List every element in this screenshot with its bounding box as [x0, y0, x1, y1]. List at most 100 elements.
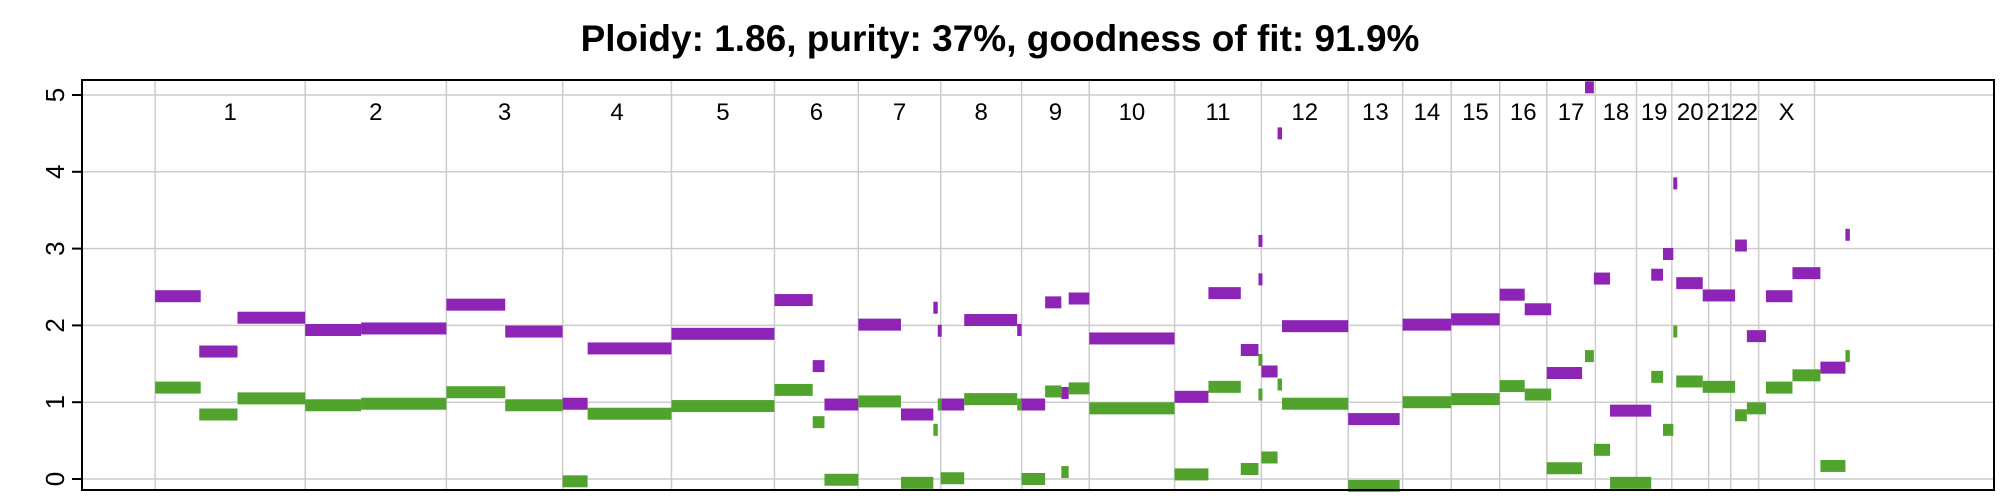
copy-number-segment — [1765, 381, 1793, 394]
copy-number-segment — [1061, 466, 1069, 479]
chromosome-label: 8 — [974, 99, 987, 126]
copy-number-segment — [1673, 177, 1678, 190]
copy-number-segment — [1820, 459, 1846, 472]
chromosome-label: 3 — [498, 99, 511, 126]
copy-number-segment — [1061, 386, 1069, 399]
chromosome-label: 6 — [810, 99, 823, 126]
copy-number-segment — [1451, 313, 1500, 326]
copy-number-segment — [1524, 388, 1552, 401]
copy-number-segment — [933, 423, 938, 436]
copy-number-segment — [1348, 479, 1400, 492]
copy-number-segment — [1546, 462, 1583, 475]
copy-number-segment — [562, 475, 588, 488]
copy-number-segment — [1499, 380, 1525, 393]
chromosome-label: 1 — [223, 99, 236, 126]
copy-number-segment — [155, 290, 201, 303]
copy-number-segment — [774, 294, 813, 307]
copy-number-segment — [1451, 393, 1500, 406]
y-tick-label: 2 — [40, 318, 70, 332]
copy-number-segment — [587, 342, 672, 355]
copy-number-segment — [1281, 397, 1349, 410]
copy-number-segment — [587, 407, 672, 420]
copy-number-segment — [1765, 290, 1793, 303]
chromosome-label: 9 — [1049, 99, 1062, 126]
copy-number-segment — [1792, 369, 1821, 382]
copy-number-segment — [1735, 409, 1747, 422]
copy-number-segment — [1021, 473, 1046, 485]
copy-number-segment — [1651, 370, 1664, 383]
copy-number-segment — [964, 393, 1018, 406]
copy-number-segment — [1240, 343, 1259, 356]
copy-number-segment — [1676, 277, 1703, 290]
copy-number-segment — [1593, 272, 1611, 285]
copy-number-segment — [1676, 375, 1703, 388]
chromosome-label: 13 — [1362, 99, 1389, 126]
copy-number-segment — [671, 327, 775, 340]
copy-number-segment — [237, 392, 306, 405]
copy-number-segment — [1240, 463, 1259, 476]
copy-number-segment — [1258, 388, 1263, 401]
copy-number-segment — [1593, 443, 1611, 456]
copy-number-segment — [1845, 228, 1850, 241]
copy-number-segment — [937, 398, 942, 411]
chromosome-label: 16 — [1510, 99, 1537, 126]
copy-number-segment — [505, 399, 563, 412]
chromosome-label: 20 — [1677, 99, 1704, 126]
copy-number-segment — [671, 400, 775, 413]
chromosome-label: 19 — [1641, 99, 1668, 126]
copy-number-segment — [1017, 398, 1022, 411]
copy-number-segment — [155, 381, 201, 394]
copy-number-segment — [774, 383, 813, 396]
chart-title: Ploidy: 1.86, purity: 37%, goodness of f… — [580, 18, 1420, 59]
copy-number-segment — [900, 476, 934, 489]
copy-number-segment — [1174, 390, 1209, 403]
grid-lines — [82, 80, 1994, 490]
copy-number-segment — [1258, 353, 1263, 366]
copy-number-segment — [933, 301, 938, 314]
copy-number-segment — [1045, 296, 1062, 309]
copy-number-segment — [1174, 468, 1209, 481]
copy-number-segment — [199, 345, 238, 358]
copy-number-segment — [1820, 361, 1846, 374]
copy-number-segment — [446, 386, 506, 399]
copy-number-segment — [1585, 350, 1594, 363]
copy-number-segment — [1524, 303, 1552, 316]
copy-number-segment — [446, 298, 506, 311]
copy-number-segment — [1348, 413, 1400, 426]
copy-number-segment — [964, 314, 1018, 327]
chromosome-label: 15 — [1462, 99, 1489, 126]
y-tick-label: 3 — [40, 241, 70, 255]
copy-number-segment — [1845, 350, 1850, 363]
copy-number-segment — [1089, 332, 1175, 345]
chromosome-label: 14 — [1414, 99, 1441, 126]
copy-number-segment — [1068, 292, 1090, 305]
copy-number-segment — [1021, 398, 1046, 411]
plot-frame — [81, 79, 1995, 491]
chromosome-label: 17 — [1558, 99, 1585, 126]
copy-number-segment — [940, 398, 965, 411]
copy-number-segment — [361, 322, 447, 335]
copy-number-segment — [1702, 289, 1736, 302]
copy-number-segment — [237, 311, 306, 324]
copy-number-segment — [824, 473, 859, 486]
copy-number-segment — [1277, 127, 1282, 140]
chromosome-label: 11 — [1206, 99, 1231, 126]
copy-number-segment — [900, 408, 934, 421]
copy-number-segment — [1499, 288, 1525, 301]
copy-number-segment — [1068, 382, 1090, 395]
copy-number-segment — [1546, 367, 1583, 380]
chromosome-label: 12 — [1291, 99, 1318, 126]
chromosome-label: 5 — [716, 99, 729, 126]
copy-number-segment — [1663, 423, 1674, 436]
segments — [155, 81, 1850, 492]
copy-number-segment — [1651, 268, 1664, 281]
copy-number-segment — [1792, 267, 1821, 280]
copy-number-segment — [305, 399, 362, 412]
y-tick-label: 4 — [40, 165, 70, 179]
chromosome-label: X — [1779, 99, 1795, 126]
chromosome-label: 21 — [1706, 99, 1733, 126]
chromosome-label: 22 — [1731, 99, 1758, 126]
copy-number-segment — [1585, 81, 1594, 94]
